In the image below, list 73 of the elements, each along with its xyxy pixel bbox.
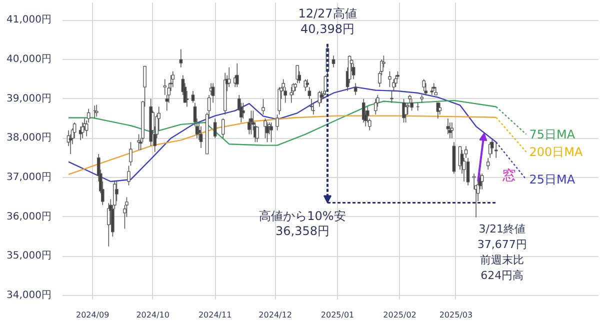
candlestick bbox=[262, 98, 265, 116]
annotation: 37,677円 bbox=[477, 238, 527, 251]
candlestick bbox=[404, 102, 408, 123]
candlestick bbox=[278, 86, 281, 116]
candlestick bbox=[199, 126, 203, 148]
candlestick bbox=[276, 114, 279, 131]
candlestick bbox=[354, 82, 358, 96]
annotation: 624円高 bbox=[480, 269, 524, 282]
candlestick bbox=[250, 110, 253, 135]
x-tick-label: 2025/01 bbox=[320, 310, 354, 320]
candlestick bbox=[264, 118, 267, 139]
candlestick bbox=[466, 157, 470, 186]
y-tick-label: 40,000円 bbox=[6, 54, 52, 66]
candlestick bbox=[179, 48, 183, 68]
x-tick-label: 2025/03 bbox=[439, 310, 473, 320]
candlestick bbox=[221, 118, 225, 139]
x-tick-label: 2025/02 bbox=[383, 310, 416, 320]
candlestick bbox=[129, 142, 132, 166]
candlestick bbox=[296, 65, 300, 84]
y-tick-label: 37,000円 bbox=[6, 172, 52, 184]
candlestick bbox=[472, 173, 476, 190]
candlestick bbox=[362, 98, 366, 123]
candlestick bbox=[171, 70, 175, 88]
candlestick bbox=[163, 78, 167, 96]
series-label: 25日MA bbox=[529, 172, 576, 187]
y-tick-label: 38,000円 bbox=[6, 132, 52, 144]
series-label: 75日MA bbox=[529, 127, 576, 142]
candlestick bbox=[80, 122, 84, 139]
candlestick bbox=[486, 157, 490, 170]
annotation: 12/27高値 40,398円 bbox=[298, 6, 357, 36]
annotation: 3/21終値 bbox=[478, 222, 526, 236]
x-tick-label: 2024/09 bbox=[76, 310, 110, 320]
candlestick bbox=[490, 138, 494, 154]
annotation: 前週末比 bbox=[480, 254, 524, 266]
candlestick bbox=[394, 74, 398, 88]
candlestick bbox=[332, 55, 336, 68]
candlestick bbox=[374, 98, 378, 116]
candlestick bbox=[446, 118, 450, 135]
series-label: 200日MA bbox=[529, 144, 584, 159]
candlestick bbox=[127, 165, 130, 186]
candlestick bbox=[107, 202, 110, 247]
candlestick bbox=[424, 82, 428, 96]
line-series bbox=[68, 115, 497, 176]
y-tick-label: 39,000円 bbox=[6, 93, 52, 104]
candlestick bbox=[242, 102, 245, 119]
candlestick bbox=[422, 78, 426, 92]
y-tick-label: 41,000円 bbox=[6, 14, 52, 26]
y-tick-label: 34,000円 bbox=[6, 290, 52, 302]
candlestick bbox=[191, 90, 195, 104]
candlestick bbox=[480, 173, 484, 190]
candlestick bbox=[235, 63, 239, 88]
candlestick bbox=[388, 70, 392, 88]
candlestick bbox=[94, 104, 98, 117]
candlestick bbox=[290, 86, 294, 104]
candlestick bbox=[266, 122, 269, 143]
candlestick bbox=[410, 98, 414, 112]
candlestick bbox=[436, 102, 440, 119]
annotation: 窓 bbox=[502, 168, 516, 184]
candlestick bbox=[308, 86, 312, 100]
candlestick bbox=[270, 122, 273, 143]
y-tick-label: 36,000円 bbox=[6, 211, 52, 222]
candlestick bbox=[392, 78, 396, 92]
x-tick-label: 2024/11 bbox=[198, 310, 232, 320]
legend-label: 高値から10%安 36,358円 bbox=[259, 208, 346, 238]
candlestick bbox=[256, 126, 259, 143]
candlestick bbox=[213, 118, 217, 139]
x-tick-label: 2024/12 bbox=[258, 310, 292, 320]
y-tick-label: 35,000円 bbox=[6, 250, 52, 262]
candlestick bbox=[211, 82, 215, 104]
candlestick bbox=[494, 142, 498, 158]
candlestick bbox=[306, 78, 310, 88]
candlestick bbox=[432, 82, 436, 92]
x-tick-label: 2024/10 bbox=[136, 310, 170, 320]
